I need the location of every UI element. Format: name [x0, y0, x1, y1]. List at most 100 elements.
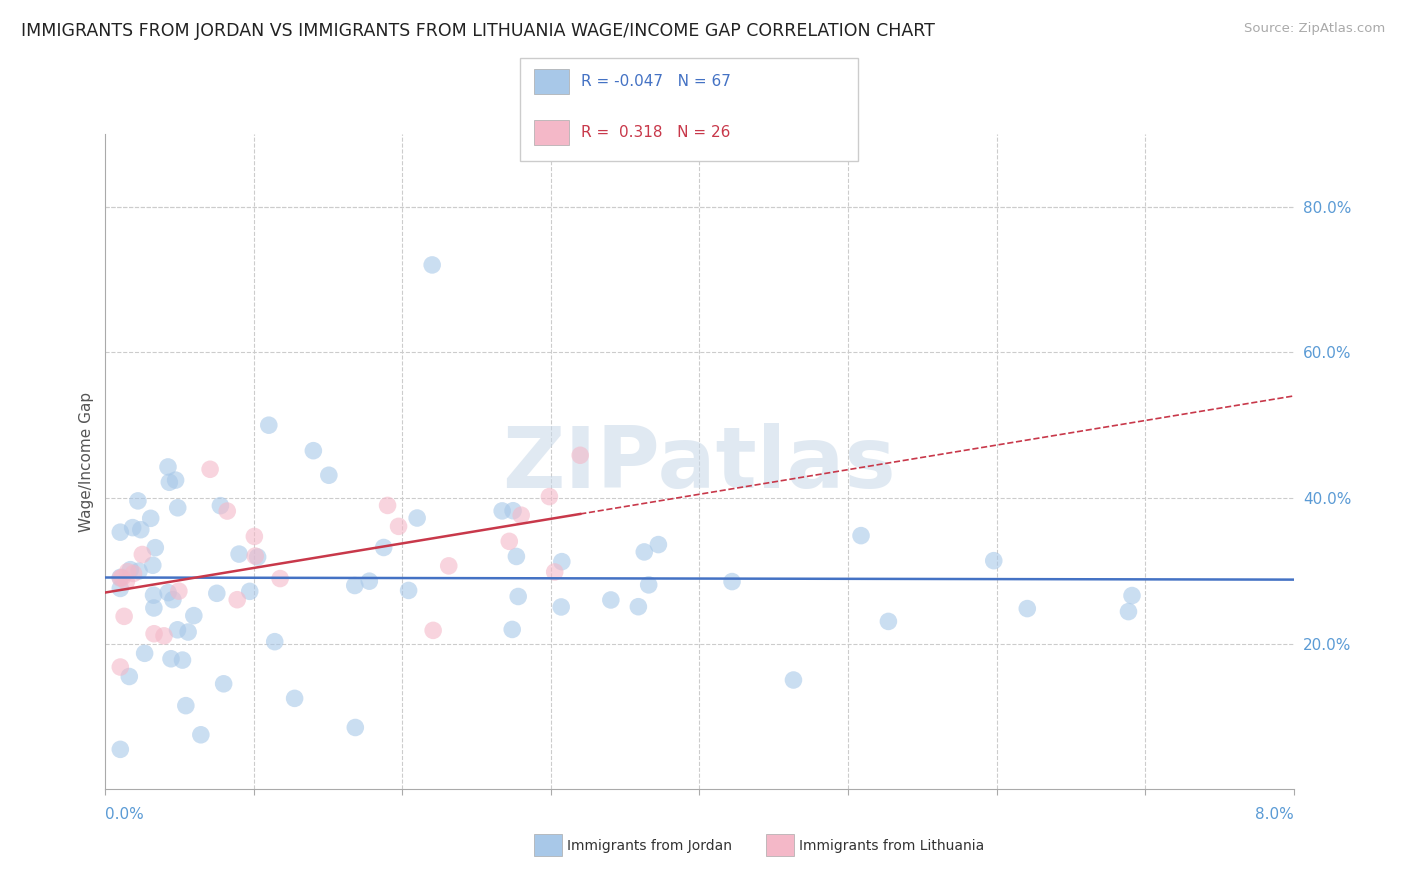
Point [782, 673, 804, 687]
Point [627, 599, 650, 614]
Point [243, 529, 266, 543]
Point [162, 592, 184, 607]
Point [1118, 605, 1140, 619]
Point [437, 558, 460, 573]
Point [166, 500, 188, 515]
Point [398, 583, 420, 598]
Point [501, 623, 523, 637]
Point [134, 646, 156, 660]
Point [118, 669, 141, 683]
Point [142, 601, 165, 615]
Point [121, 521, 143, 535]
Point [128, 564, 150, 578]
Point [359, 574, 381, 589]
Text: 8.0%: 8.0% [1254, 807, 1294, 822]
Point [508, 590, 530, 604]
Point [983, 554, 1005, 568]
Point [647, 538, 669, 552]
Point [257, 418, 280, 433]
Point [877, 615, 900, 629]
Point [156, 459, 179, 474]
Text: R =  0.318   N = 26: R = 0.318 N = 26 [581, 125, 730, 139]
Point [551, 555, 574, 569]
Point [142, 588, 165, 602]
Point [127, 494, 149, 508]
Point [318, 468, 340, 483]
Point [498, 534, 520, 549]
Point [190, 728, 212, 742]
Point [422, 624, 444, 638]
Point [110, 582, 132, 596]
Text: ZIPatlas: ZIPatlas [502, 424, 897, 507]
Point [373, 541, 395, 555]
Point [110, 525, 132, 540]
Point [172, 653, 194, 667]
Point [343, 578, 366, 592]
Point [420, 258, 443, 272]
Point [111, 570, 134, 584]
Point [637, 578, 659, 592]
Point [599, 593, 621, 607]
Point [209, 499, 232, 513]
Point [110, 742, 132, 756]
Point [550, 599, 572, 614]
Point [344, 721, 367, 735]
Point [217, 504, 239, 518]
Point [174, 698, 197, 713]
Point [110, 571, 132, 585]
Text: Immigrants from Jordan: Immigrants from Jordan [567, 838, 731, 853]
Point [406, 511, 429, 525]
Point [1121, 589, 1143, 603]
Point [129, 523, 152, 537]
Point [139, 511, 162, 525]
Point [110, 570, 132, 584]
Point [183, 608, 205, 623]
Point [246, 549, 269, 564]
Text: IMMIGRANTS FROM JORDAN VS IMMIGRANTS FROM LITHUANIA WAGE/INCOME GAP CORRELATION : IMMIGRANTS FROM JORDAN VS IMMIGRANTS FRO… [21, 22, 935, 40]
Point [502, 504, 524, 518]
Point [110, 660, 132, 674]
Point [633, 545, 655, 559]
Point [198, 462, 221, 476]
Point [269, 572, 291, 586]
Point [569, 448, 592, 462]
Point [263, 634, 285, 648]
Point [284, 691, 307, 706]
Point [120, 563, 142, 577]
Point [226, 592, 249, 607]
Point [112, 609, 135, 624]
Point [131, 548, 153, 562]
Point [143, 541, 166, 555]
Point [205, 586, 228, 600]
Point [157, 475, 180, 490]
Point [302, 443, 325, 458]
Point [491, 504, 513, 518]
Point [212, 677, 235, 691]
Point [387, 519, 409, 533]
Point [117, 565, 139, 579]
Point [228, 547, 250, 561]
Point [849, 528, 872, 542]
Point [544, 565, 567, 579]
Point [538, 490, 561, 504]
Point [122, 566, 145, 581]
Point [177, 625, 200, 640]
Point [510, 508, 533, 523]
Text: Source: ZipAtlas.com: Source: ZipAtlas.com [1244, 22, 1385, 36]
Point [239, 584, 262, 599]
Point [115, 574, 138, 589]
Point [142, 558, 165, 573]
Point [153, 629, 176, 643]
Point [160, 652, 183, 666]
Text: R = -0.047   N = 67: R = -0.047 N = 67 [581, 74, 731, 88]
Text: Immigrants from Lithuania: Immigrants from Lithuania [799, 838, 984, 853]
Point [167, 584, 190, 599]
Point [721, 574, 744, 589]
Point [143, 626, 166, 640]
Point [245, 549, 267, 563]
Point [377, 499, 399, 513]
Point [157, 585, 180, 599]
Y-axis label: Wage/Income Gap: Wage/Income Gap [79, 392, 94, 532]
Point [505, 549, 527, 564]
Point [165, 473, 187, 487]
